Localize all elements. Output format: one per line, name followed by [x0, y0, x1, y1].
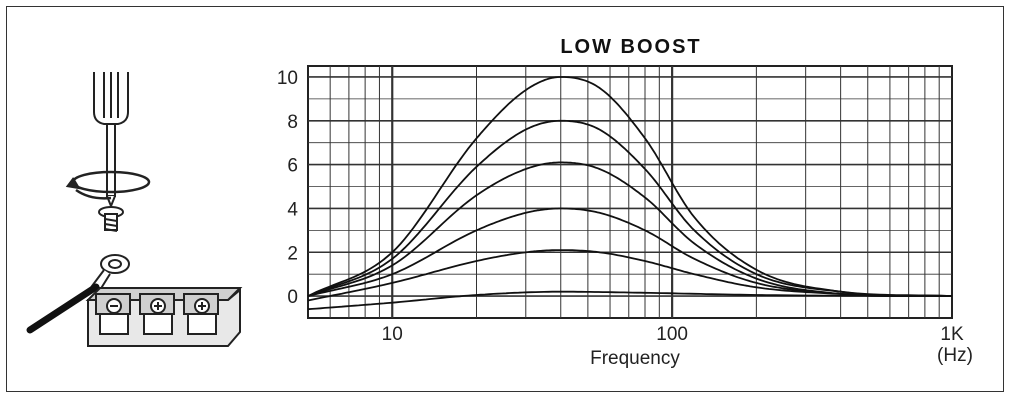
series-line-2 [307, 119, 953, 297]
x-axis-ticks: 10 100 1K [382, 324, 964, 345]
y-tick-label: 2 [287, 243, 298, 264]
rotation-arrow-icon [65, 170, 151, 200]
y-tick-label: 0 [287, 287, 298, 308]
y-tick-label: 8 [287, 112, 298, 133]
series-line-6 [307, 290, 953, 311]
series-line-3 [307, 161, 953, 297]
plot-border [307, 65, 953, 319]
x-tick-label: 10 [382, 324, 403, 345]
chart-series [307, 76, 953, 311]
y-tick-label: 4 [287, 199, 298, 220]
y-axis-ticks: 10 8 6 4 2 0 [277, 68, 299, 308]
terminal-block-icon [85, 287, 243, 347]
chart-grid [307, 65, 953, 319]
x-tick-label: 100 [656, 324, 688, 345]
chart-title: LOW BOOST [560, 36, 701, 58]
series-line-1 [307, 76, 953, 297]
screwdriver-icon [93, 72, 129, 209]
series-line-4 [307, 207, 953, 297]
x-axis-label: Frequency [590, 348, 680, 369]
x-tick-label: 1K [940, 324, 964, 345]
ring-terminal-icon [90, 254, 130, 292]
x-axis-unit: (Hz) [937, 345, 973, 366]
series-line-5 [307, 249, 953, 302]
wire-icon [26, 283, 100, 334]
screw-icon [98, 206, 124, 232]
y-tick-label: 6 [287, 156, 298, 177]
y-tick-label: 10 [277, 68, 298, 89]
installation-illustration [26, 72, 243, 347]
